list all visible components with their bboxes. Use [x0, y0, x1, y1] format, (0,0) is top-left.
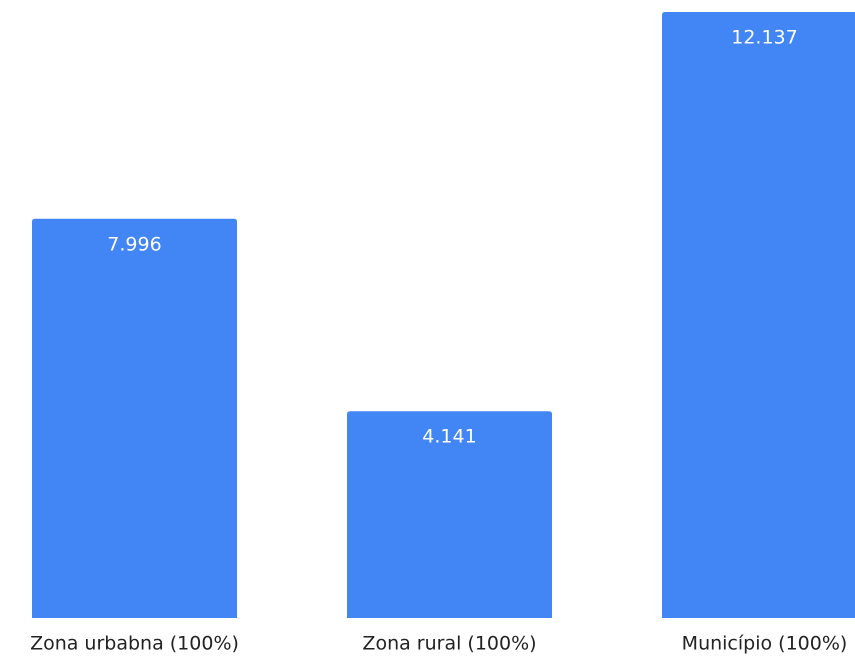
x-tick-label: Zona urbabna (100%) — [30, 633, 239, 655]
bar — [32, 218, 237, 618]
value-label: 7.996 — [107, 233, 161, 255]
bar — [347, 411, 552, 618]
bar — [662, 12, 855, 618]
value-label: 4.141 — [422, 426, 476, 448]
x-tick-label: Zona rural (100%) — [362, 633, 536, 655]
x-tick-label: Município (100%) — [682, 633, 848, 655]
value-label: 12.137 — [731, 27, 797, 49]
